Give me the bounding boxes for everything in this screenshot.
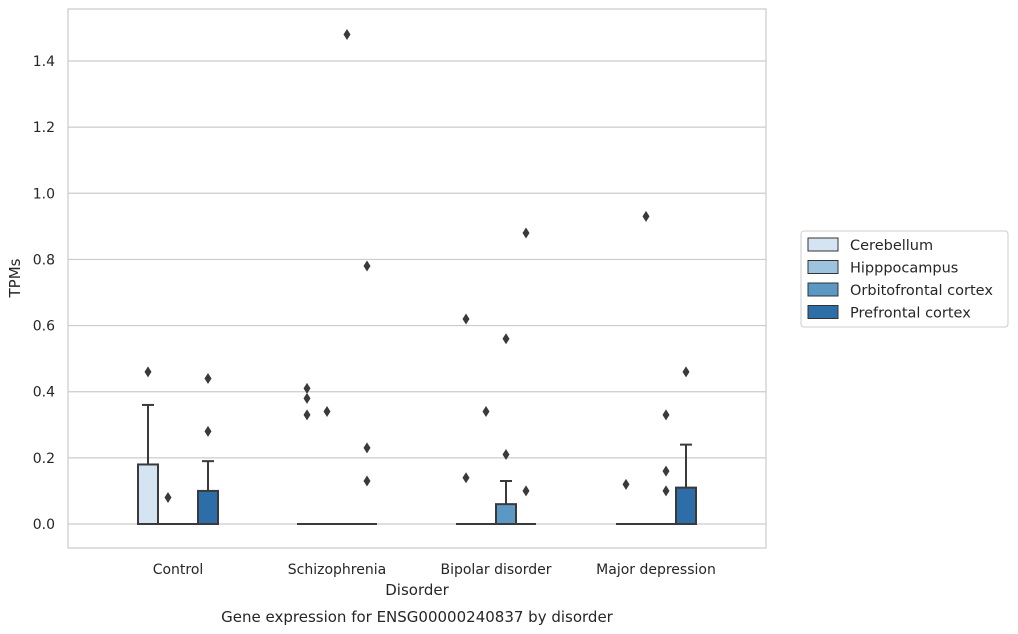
x-tick-label: Major depression — [596, 562, 716, 578]
outlier-point — [502, 449, 510, 461]
outlier-point — [522, 485, 530, 497]
legend-frame — [800, 230, 1009, 328]
outlier-point — [662, 485, 670, 497]
legend-swatch — [807, 260, 839, 274]
x-axis-label: Disorder — [385, 581, 449, 599]
outliers-layer — [144, 29, 690, 504]
outlier-point — [323, 406, 331, 418]
plot-frame — [67, 8, 767, 549]
y-tick-label: 0.0 — [33, 517, 55, 533]
outlier-point — [622, 478, 630, 490]
box — [137, 463, 159, 526]
chart-title: Gene expression for ENSG00000240837 by d… — [221, 608, 614, 626]
outlier-point — [502, 333, 510, 345]
box — [495, 503, 517, 525]
y-tick-label: 1.2 — [33, 120, 55, 136]
y-tick-label: 1.4 — [33, 54, 55, 70]
legend-swatch — [807, 282, 839, 297]
outlier-point — [363, 442, 371, 454]
outlier-point — [462, 472, 470, 484]
outlier-point — [164, 492, 172, 504]
legend: Cerebellum Hipppocampus Orbitofrontal cort… — [800, 230, 1009, 328]
outlier-point — [662, 465, 670, 477]
legend-swatch — [807, 305, 839, 319]
outlier-point — [343, 29, 351, 41]
y-tick-label: 0.2 — [33, 451, 55, 467]
outlier-point — [462, 313, 470, 325]
outlier-point — [363, 475, 371, 487]
outlier-point — [642, 210, 650, 222]
y-tick-label: 1.0 — [33, 186, 55, 202]
y-axis: 0.0 0.2 0.4 0.6 0.8 1.0 1.2 1.4 — [33, 54, 55, 533]
grid-lines — [68, 60, 766, 525]
outlier-point — [482, 406, 490, 418]
box — [675, 486, 697, 525]
outlier-point — [522, 227, 530, 239]
y-tick-label: 0.4 — [33, 385, 55, 401]
outlier-point — [682, 366, 690, 378]
y-tick-label: 0.8 — [33, 252, 55, 268]
legend-label: Prefrontal cortex — [850, 306, 971, 322]
legend-swatch — [807, 237, 839, 252]
outlier-point — [303, 392, 311, 404]
outlier-point — [204, 372, 212, 384]
legend-items: Cerebellum Hipppocampus Orbitofrontal cort… — [807, 237, 993, 322]
outlier-point — [144, 366, 152, 378]
boxes-layer — [137, 403, 697, 526]
legend-label: Orbitofrontal cortex — [850, 283, 993, 299]
x-tick-label: Schizophrenia — [288, 562, 386, 578]
box — [197, 489, 219, 525]
legend-label: Cerebellum — [850, 238, 933, 254]
outlier-point — [303, 382, 311, 394]
x-tick-label: Bipolar disorder — [440, 562, 551, 578]
outlier-point — [303, 409, 311, 421]
outlier-point — [204, 425, 212, 437]
y-axis-label: TPMs — [6, 258, 24, 298]
outlier-point — [662, 409, 670, 421]
x-axis: Control Schizophrenia Bipolar disorder Majo… — [153, 562, 716, 578]
legend-label: Hipppocampus — [850, 261, 958, 277]
x-tick-label: Control — [153, 562, 204, 578]
outlier-point — [363, 260, 371, 272]
y-tick-label: 0.6 — [33, 319, 55, 335]
